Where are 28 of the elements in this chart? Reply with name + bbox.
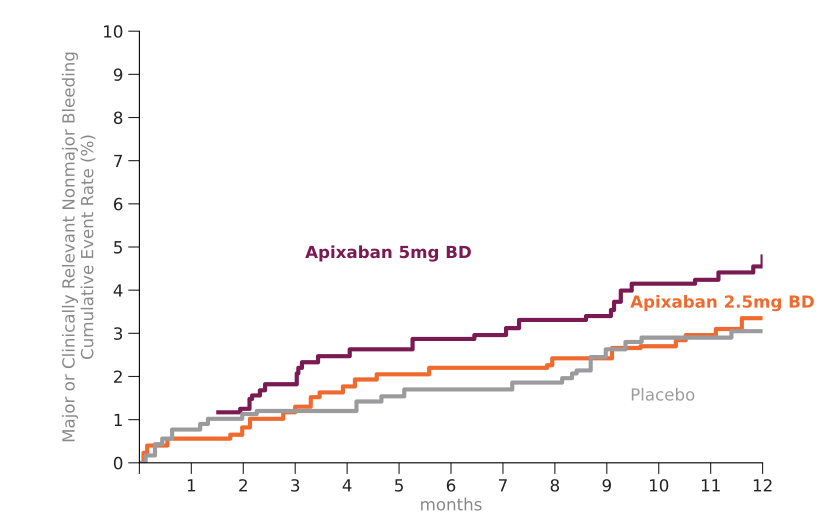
y-tick-label: 3	[114, 327, 122, 340]
x-tick-label: 9	[602, 479, 611, 492]
x-tick-label: 8	[550, 479, 560, 492]
text: Apixaban 5mg BD	[305, 245, 471, 262]
x-tick-label: 7	[499, 479, 507, 492]
y-tick-label: 10	[104, 25, 122, 38]
x-tick-label: 2	[239, 479, 247, 492]
x-tick-label: 11	[702, 479, 720, 492]
y-tick-label: 4	[114, 284, 122, 296]
x-axis-title: months	[421, 498, 482, 511]
x-tick-label: 3	[291, 479, 300, 492]
x-tick-label: 1	[188, 479, 196, 492]
y-tick-label: 1	[114, 414, 122, 426]
y-tick-label: 5	[114, 241, 122, 254]
x-tick-label: 12	[754, 479, 772, 492]
y-tick-label: 7	[114, 154, 122, 168]
x-tick-label: 10	[650, 479, 668, 492]
y-tick-label: 9	[114, 68, 122, 81]
y-axis-title: Major or Clinically Relevant Nonmajor Bleeding Cumulative Event Rate (%)	[62, 52, 96, 442]
text: Placebo	[632, 388, 694, 401]
series-label: Apixaban 2.5mg BD	[630, 294, 814, 312]
y-tick-label: 2	[114, 370, 122, 383]
x-tick-label: 4	[342, 479, 352, 492]
x-tick-label: 5	[395, 479, 403, 492]
x-tick-label: 6	[446, 479, 456, 492]
y-tick-label: 0	[114, 456, 122, 470]
y-tick-label: 8	[114, 111, 122, 124]
y-tick-label: 6	[114, 198, 122, 210]
